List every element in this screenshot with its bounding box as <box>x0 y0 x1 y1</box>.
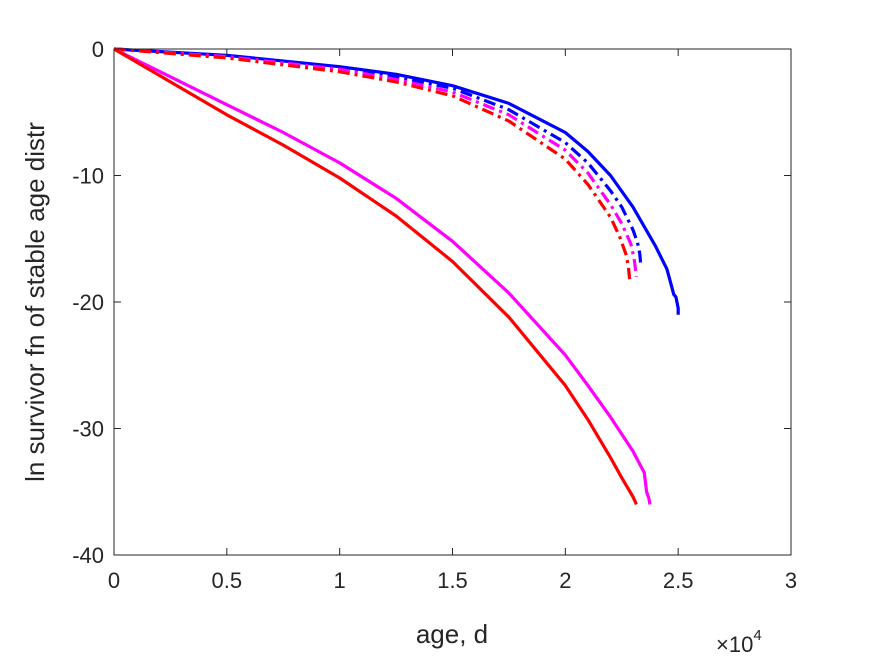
y-tick-label: -20 <box>72 290 104 315</box>
series-line-6 <box>113 47 638 506</box>
ticks-group: 0 0.5 1 1.5 2 2.5 3 -40 -30 -20 -10 0 <box>72 37 797 593</box>
x-tick-label: 2 <box>559 568 571 593</box>
plot-frame <box>113 48 792 556</box>
multiplier-base: 10 <box>729 632 753 656</box>
y-tick-label: -40 <box>72 543 104 568</box>
series-line-1 <box>113 47 680 315</box>
y-tick-label: -30 <box>72 417 104 442</box>
x-tick-label: 2.5 <box>663 568 694 593</box>
y-tick-label: -10 <box>72 164 104 189</box>
x-tick-label: 3 <box>785 568 797 593</box>
x-tick-label: 1.5 <box>437 568 468 593</box>
x-tick-label: 0.5 <box>212 568 243 593</box>
x-axis-label: age, d <box>416 619 488 649</box>
series-group <box>113 47 680 506</box>
x-tick-label: 0 <box>108 568 120 593</box>
series-line-4 <box>113 47 632 280</box>
series-line-5 <box>113 47 652 505</box>
series-line-3 <box>113 47 638 277</box>
y-tick-label: 0 <box>92 37 104 62</box>
y-axis-label: ln survivor fn of stable age distr <box>20 122 50 482</box>
x-axis-multiplier: ×104 <box>716 627 762 656</box>
multiplier-exponent: 4 <box>753 627 761 644</box>
multiplier-times-sign: × <box>716 632 729 656</box>
x-tick-label: 1 <box>334 568 346 593</box>
